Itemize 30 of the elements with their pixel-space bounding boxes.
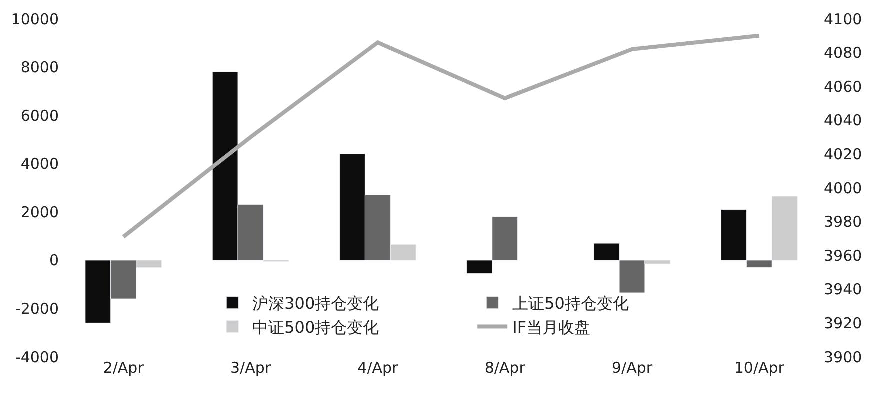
y2-tick-label: 4060 xyxy=(824,78,862,96)
legend-label: 上证50持仓变化 xyxy=(512,294,629,314)
legend-label: 中证500持仓变化 xyxy=(252,318,380,337)
y2-tick-label: 4040 xyxy=(824,112,862,130)
x-tick-label: 3/Apr xyxy=(230,359,272,377)
y2-tick-label: 4020 xyxy=(824,145,862,164)
y-tick-label: 2000 xyxy=(20,203,59,222)
y2-tick-label: 3900 xyxy=(824,348,862,366)
legend-label: 沪深300持仓变化 xyxy=(252,294,380,314)
y2-tick-label: 3940 xyxy=(824,280,862,299)
y2-tick-label: 4000 xyxy=(824,179,862,198)
y2-tick-label: 3920 xyxy=(824,314,862,332)
y2-tick-label: 4100 xyxy=(824,10,862,28)
y-tick-label: 8000 xyxy=(20,58,59,77)
x-tick-label: 2/Apr xyxy=(103,359,145,377)
y-tick-label: 10000 xyxy=(11,10,59,28)
x-tick-label: 8/Apr xyxy=(484,359,526,377)
y-tick-label: -4000 xyxy=(15,348,59,366)
line-series xyxy=(122,34,762,240)
y-tick-label: 6000 xyxy=(20,106,59,125)
legend-label: IF当月收盘 xyxy=(512,318,591,337)
x-tick-label: 9/Apr xyxy=(612,359,654,377)
x-tick-label: 10/Apr xyxy=(734,359,786,377)
y2-tick-label: 3960 xyxy=(824,246,862,265)
y-tick-label: 4000 xyxy=(20,155,59,174)
y-tick-label: -2000 xyxy=(15,300,59,318)
y2-tick-label: 3980 xyxy=(824,213,862,232)
x-tick-label: 4/Apr xyxy=(358,359,400,377)
y2-tick-label: 4080 xyxy=(824,44,862,62)
y-tick-label: 0 xyxy=(49,252,59,270)
